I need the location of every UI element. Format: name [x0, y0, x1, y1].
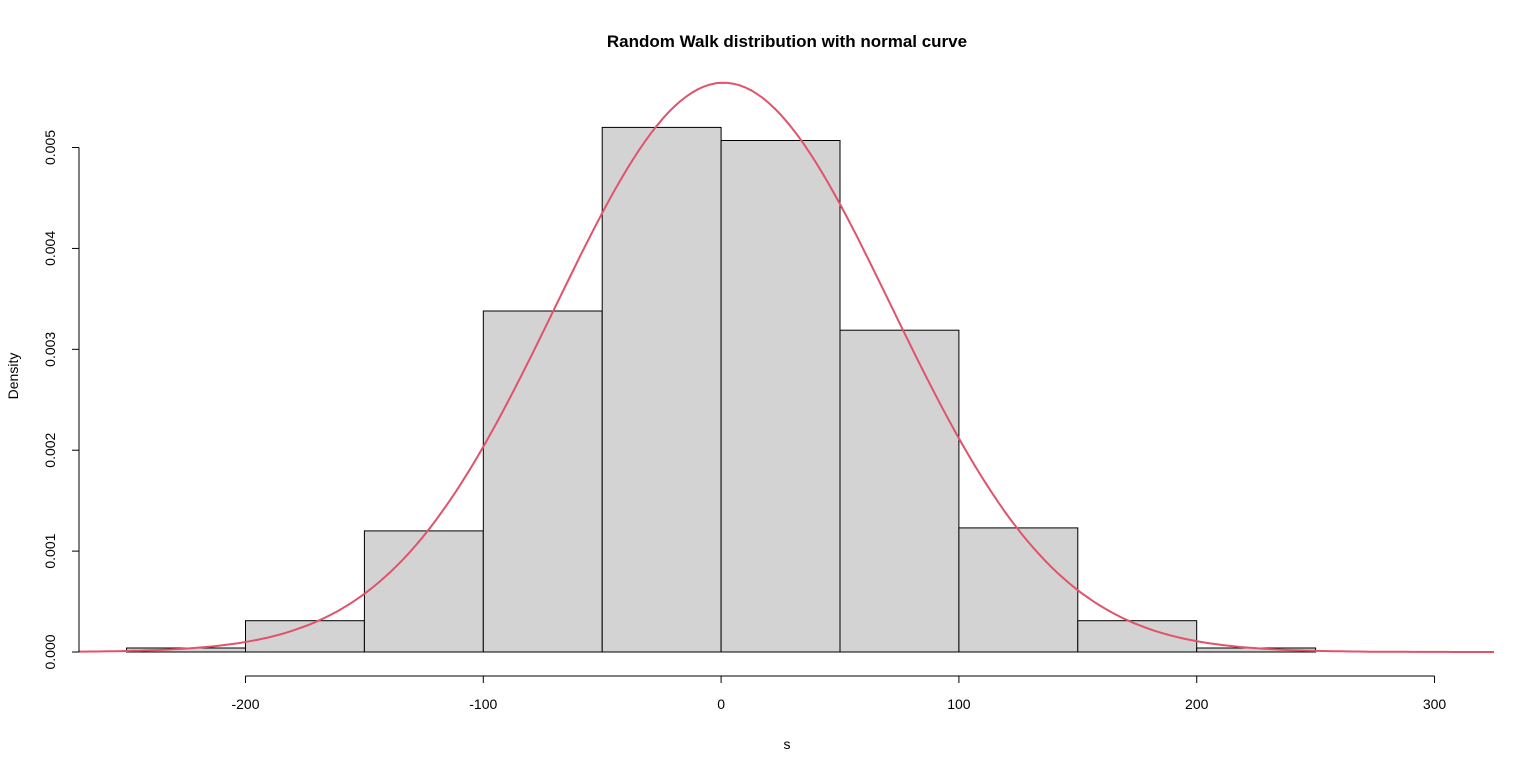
x-tick-label: -200 [231, 696, 259, 712]
y-axis-label: Density [5, 353, 21, 400]
y-tick-label: 0.001 [42, 533, 58, 568]
y-tick-label: 0.004 [42, 231, 58, 266]
histogram-bar [958, 527, 1079, 653]
x-tick-label: -100 [469, 696, 497, 712]
normal-curve-line [79, 81, 1494, 653]
histogram-bar [482, 310, 603, 653]
y-tick-label: 0.002 [42, 432, 58, 467]
x-tick-label: 300 [1423, 696, 1447, 712]
histogram-bar [720, 140, 841, 653]
x-axis: -200 -100 0 100 200 300 [231, 675, 1447, 712]
histogram-bar [601, 126, 722, 653]
y-tick-label: 0.000 [42, 634, 58, 669]
histogram-bar [363, 530, 484, 653]
x-tick-label: 200 [1185, 696, 1209, 712]
x-tick-label: 100 [947, 696, 971, 712]
y-tick-label: 0.005 [42, 130, 58, 165]
chart-title: Random Walk distribution with normal cur… [607, 32, 967, 51]
x-tick-label: 0 [717, 696, 725, 712]
y-tick-label: 0.003 [42, 332, 58, 367]
histogram-bars [126, 126, 1317, 653]
x-axis-label: s [784, 736, 791, 752]
y-axis: 0.000 0.001 0.002 0.003 0.004 0.005 [42, 130, 80, 670]
histogram-bar [839, 329, 960, 653]
